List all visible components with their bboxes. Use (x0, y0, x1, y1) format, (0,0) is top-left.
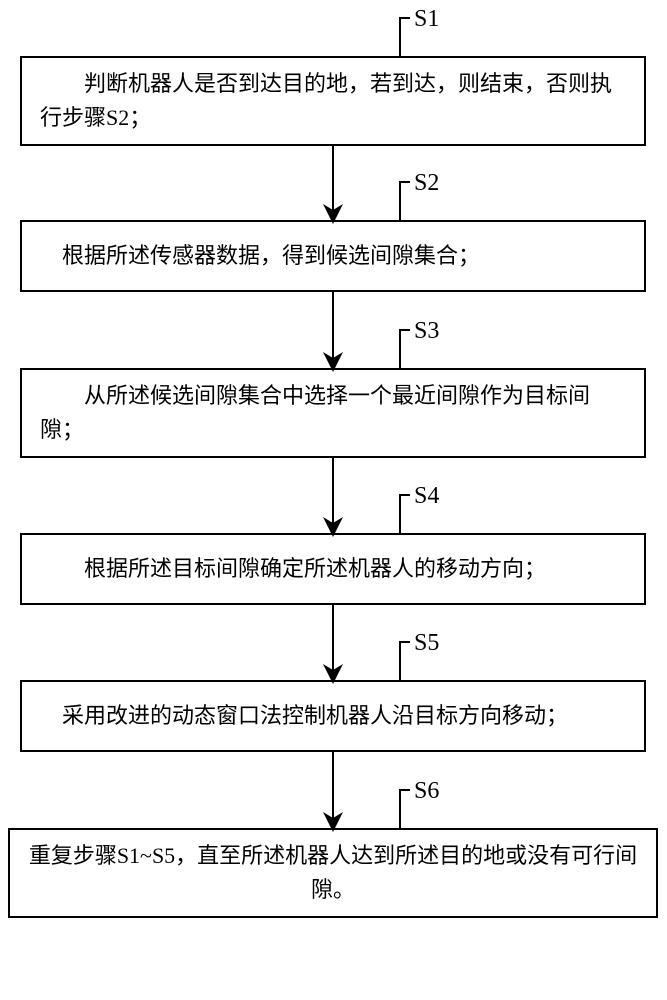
node-s1: 判断机器人是否到达目的地，若到达，则结束，否则执行步骤S2； (20, 56, 646, 146)
label-s1: S1 (414, 6, 439, 33)
node-s3: 从所述候选间隙集合中选择一个最近间隙作为目标间隙； (20, 368, 646, 458)
label-s3: S3 (414, 318, 439, 345)
label-s2: S2 (414, 170, 439, 197)
node-s6: 重复步骤S1~S5，直至所述机器人达到所述目的地或没有可行间隙。 (8, 828, 658, 918)
node-s5-text: 采用改进的动态窗口法控制机器人沿目标方向移动； (40, 699, 568, 733)
node-s4-text: 根据所述目标间隙确定所述机器人的移动方向； (40, 552, 546, 586)
leader-s5 (400, 642, 410, 680)
label-s5: S5 (414, 630, 439, 657)
node-s1-text: 判断机器人是否到达目的地，若到达，则结束，否则执行步骤S2； (40, 67, 626, 135)
node-s4: 根据所述目标间隙确定所述机器人的移动方向； (20, 533, 646, 605)
node-s3-text: 从所述候选间隙集合中选择一个最近间隙作为目标间隙； (40, 379, 626, 447)
node-s5: 采用改进的动态窗口法控制机器人沿目标方向移动； (20, 680, 646, 752)
node-s2: 根据所述传感器数据，得到候选间隙集合； (20, 220, 646, 292)
flowchart-canvas: 判断机器人是否到达目的地，若到达，则结束，否则执行步骤S2； 根据所述传感器数据… (0, 0, 667, 1000)
node-s6-text: 重复步骤S1~S5，直至所述机器人达到所述目的地或没有可行间隙。 (28, 839, 638, 907)
label-s4: S4 (414, 483, 439, 510)
leader-s1 (400, 18, 410, 56)
leader-s4 (400, 495, 410, 533)
leader-s3 (400, 330, 410, 368)
label-s6: S6 (414, 778, 439, 805)
node-s2-text: 根据所述传感器数据，得到候选间隙集合； (40, 239, 480, 273)
leader-s6 (400, 790, 410, 828)
leader-s2 (400, 182, 410, 220)
